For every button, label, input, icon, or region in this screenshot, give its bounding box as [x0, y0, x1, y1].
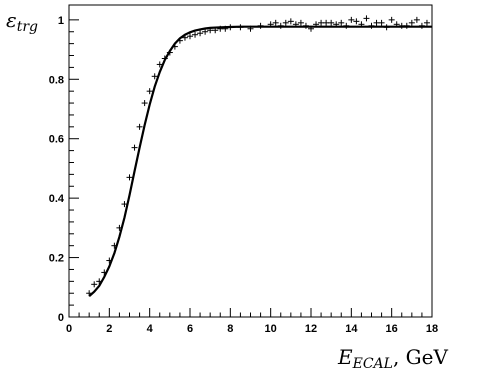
y-tick-label: 0 — [58, 312, 64, 324]
data-point — [348, 16, 355, 23]
data-point — [373, 19, 380, 26]
data-point — [136, 123, 143, 130]
plot-frame — [68, 4, 433, 318]
data-point — [378, 19, 385, 26]
x-tick-label: 8 — [227, 323, 233, 335]
y-tick-label: 0.6 — [49, 134, 64, 146]
data-point — [353, 18, 360, 25]
x-axis-unit: , GeV — [393, 345, 449, 369]
x-tick-label: 4 — [147, 323, 154, 335]
x-tick-label: 18 — [426, 323, 438, 335]
x-tick-label: 2 — [106, 323, 112, 335]
x-tick-label: 6 — [187, 323, 193, 335]
y-axis-symbol: ε — [6, 8, 17, 32]
x-tick-label: 14 — [345, 323, 358, 335]
fit-curve — [88, 25, 432, 298]
data-point — [323, 19, 330, 26]
data-point — [413, 16, 420, 23]
y-tick-label: 1 — [58, 15, 64, 27]
y-axis-title: εtrg — [6, 8, 38, 35]
data-point — [146, 88, 153, 95]
data-point — [151, 73, 158, 80]
y-tick-label: 0.8 — [49, 74, 64, 86]
data-point — [187, 33, 193, 40]
data-point — [318, 19, 325, 26]
x-axis-subscript: ECAL — [352, 356, 393, 372]
y-tick-label: 0.4 — [49, 193, 65, 205]
x-tick-label: 10 — [265, 323, 277, 335]
data-point — [141, 100, 148, 107]
x-tick-label: 0 — [66, 323, 72, 335]
data-point — [272, 19, 279, 26]
data-point — [297, 19, 304, 26]
data-point — [408, 19, 415, 26]
data-point — [197, 30, 204, 37]
data-point — [202, 28, 209, 35]
y-tick-label: 0.2 — [49, 253, 64, 265]
data-point — [338, 19, 345, 26]
data-point — [287, 18, 294, 25]
data-point — [388, 16, 395, 23]
x-axis-symbol: E — [337, 345, 353, 369]
axis-ticks — [68, 19, 433, 318]
data-point — [192, 31, 199, 38]
x-axis-title: EECAL, GeV — [337, 345, 448, 372]
data-point — [282, 19, 289, 26]
y-axis-subscript: trg — [17, 19, 38, 35]
data-point — [91, 281, 98, 288]
data-point — [363, 15, 370, 22]
x-tick-label: 12 — [305, 323, 317, 335]
x-tick-label: 16 — [386, 323, 398, 335]
data-point — [126, 174, 133, 181]
data-point — [423, 19, 430, 26]
data-point — [328, 19, 335, 26]
axis-tick-labels: 0 2 4 6 8 10 12 14 16 18 0 0.2 0.4 0.6 0.8 1 — [49, 15, 438, 335]
data-point — [131, 144, 138, 151]
